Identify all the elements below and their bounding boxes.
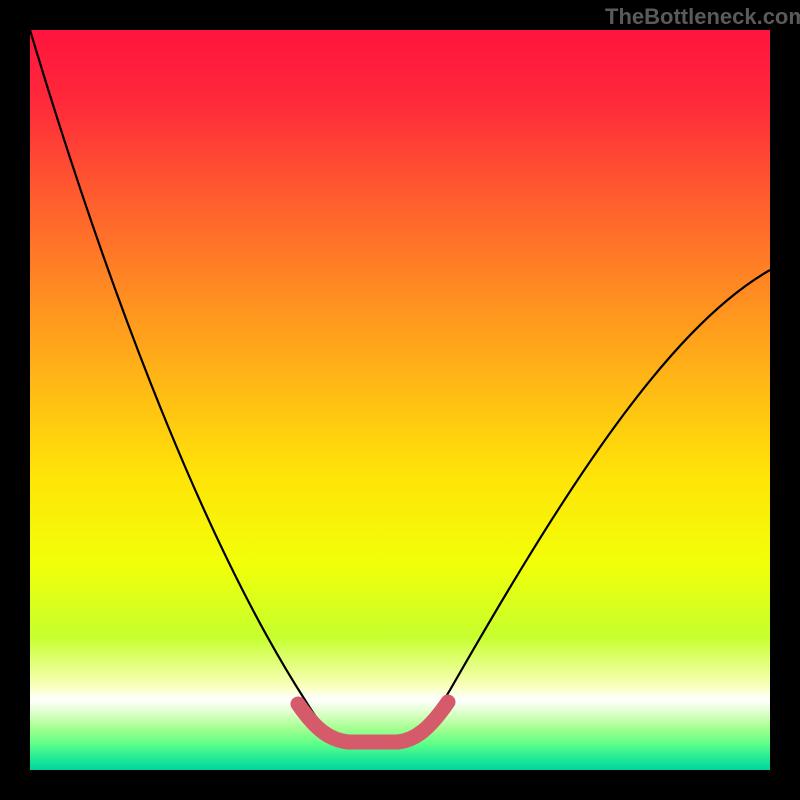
chart-stage: TheBottleneck.com: [0, 0, 800, 800]
watermark-text: TheBottleneck.com: [605, 4, 800, 30]
plot-background: [30, 30, 770, 770]
bottleneck-chart: [0, 0, 800, 800]
